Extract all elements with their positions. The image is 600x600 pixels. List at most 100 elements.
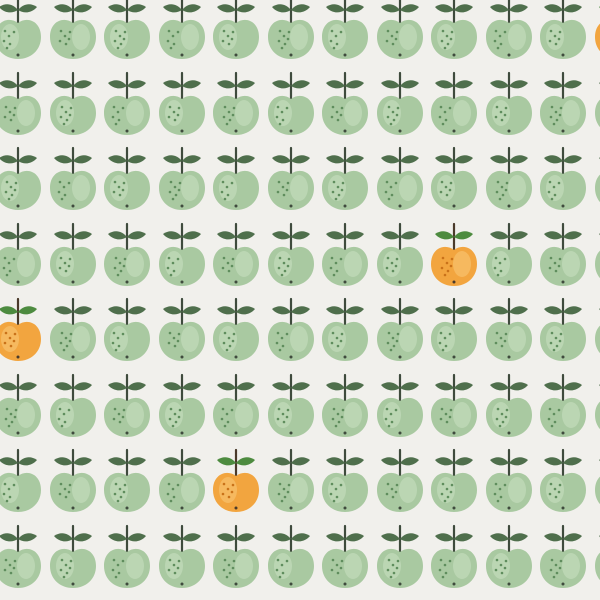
apple-speckle [62, 185, 65, 189]
apple-speckle [221, 266, 225, 269]
apple-blossom-end [343, 431, 347, 434]
apple-speckle [280, 273, 283, 276]
green-apple-icon [373, 143, 427, 213]
apple-leaf-left [271, 4, 291, 13]
apple-leaf-left [0, 4, 18, 13]
apple-leaf-left [326, 457, 345, 466]
apple-speckle [117, 344, 121, 348]
apple-speckle [2, 492, 6, 496]
apple-leaf-right [563, 457, 582, 466]
apple-blossom-end [452, 280, 456, 283]
green-apple-icon [373, 445, 427, 515]
apple-speckle [12, 257, 16, 260]
apple-speckle [58, 407, 61, 410]
green-apple-icon [46, 521, 100, 591]
apple-speckle [63, 193, 66, 197]
apple-speckle [334, 34, 338, 38]
apple-speckle [58, 266, 61, 269]
apple-highlight [71, 477, 90, 503]
apple-speckle [167, 29, 170, 33]
apple-body [594, 98, 600, 128]
apple-speckle [499, 269, 502, 272]
apple-speckle [558, 339, 562, 343]
apple-leaf-right [236, 306, 255, 315]
apple-blossom-end [452, 129, 456, 132]
apple-blossom-end [452, 506, 456, 510]
apple-speckle [390, 261, 393, 264]
apple-leaf-right [563, 4, 582, 13]
apple-leaf-right [399, 532, 419, 541]
apple-speckle [8, 495, 12, 499]
apple-speckle [495, 105, 498, 108]
green-apple-icon [264, 219, 318, 289]
apple-speckle [60, 424, 63, 427]
apple-highlight [219, 175, 237, 201]
apple-speckle [335, 42, 339, 46]
apple-speckle [169, 180, 172, 184]
apple-leaf-left [53, 381, 73, 390]
apple-speckle [503, 30, 506, 34]
apple-speckle [116, 273, 120, 276]
green-apple-icon [100, 0, 154, 62]
green-apple-icon [427, 521, 481, 591]
apple-highlight [71, 326, 90, 352]
apple-leaf-right [345, 155, 364, 164]
apple-speckle [7, 34, 11, 38]
apple-speckle [64, 269, 67, 272]
apple-leaf-right [290, 4, 310, 13]
green-apple-icon [0, 219, 45, 289]
apple-leaf-left [544, 230, 563, 239]
apple-speckle [496, 46, 499, 50]
apple-leaf-right [563, 230, 582, 239]
apple-blossom-end [289, 506, 292, 510]
apple-speckle [559, 106, 563, 109]
apple-speckle [386, 482, 389, 486]
apple-leaf-left [271, 79, 291, 88]
apple-blossom-end [507, 280, 510, 283]
apple-speckle [230, 408, 234, 411]
apple-speckle [12, 483, 16, 487]
apple-speckle [395, 339, 398, 343]
apple-highlight [453, 401, 471, 428]
apple-speckle [548, 39, 552, 43]
apple-highlight [437, 24, 455, 50]
apple-highlight [180, 24, 199, 50]
apple-speckle [230, 264, 234, 267]
apple-speckle [62, 412, 65, 415]
apple-speckle [334, 487, 338, 491]
apple-speckle [283, 42, 286, 46]
apple-speckle [2, 39, 6, 43]
apple-highlight [437, 326, 455, 352]
apple-speckle [494, 256, 497, 259]
apple-leaf-left [271, 532, 291, 541]
apple-highlight [328, 175, 346, 201]
orange-apple-icon [427, 219, 481, 289]
apple-speckle [227, 563, 231, 566]
apple-speckle [387, 105, 390, 108]
apple-leaf-right [181, 381, 201, 390]
green-apple-icon [373, 370, 427, 440]
apple-speckle [340, 559, 344, 562]
apple-blossom-end [125, 204, 129, 208]
apple-leaf-right [399, 79, 419, 88]
green-apple-icon [264, 143, 318, 213]
apple-leaf-right [127, 79, 146, 88]
apple-leaf-left [0, 155, 18, 164]
apple-speckle [230, 181, 234, 185]
apple-speckle [552, 348, 556, 352]
apple-speckle [501, 193, 504, 197]
apple-blossom-end [343, 355, 347, 359]
apple-highlight [398, 24, 417, 50]
apple-leaf-right [345, 79, 364, 88]
apple-speckle [498, 487, 501, 491]
apple-leaf-right [181, 4, 201, 13]
green-apple-icon [536, 445, 590, 515]
apple-speckle [336, 571, 340, 574]
apple-speckle [69, 559, 72, 562]
apple-speckle [552, 575, 556, 578]
apple-speckle [221, 492, 225, 496]
apple-blossom-end [343, 506, 347, 510]
apple-speckle [282, 34, 285, 38]
apple-speckle [228, 344, 232, 348]
green-apple-icon [427, 370, 481, 440]
